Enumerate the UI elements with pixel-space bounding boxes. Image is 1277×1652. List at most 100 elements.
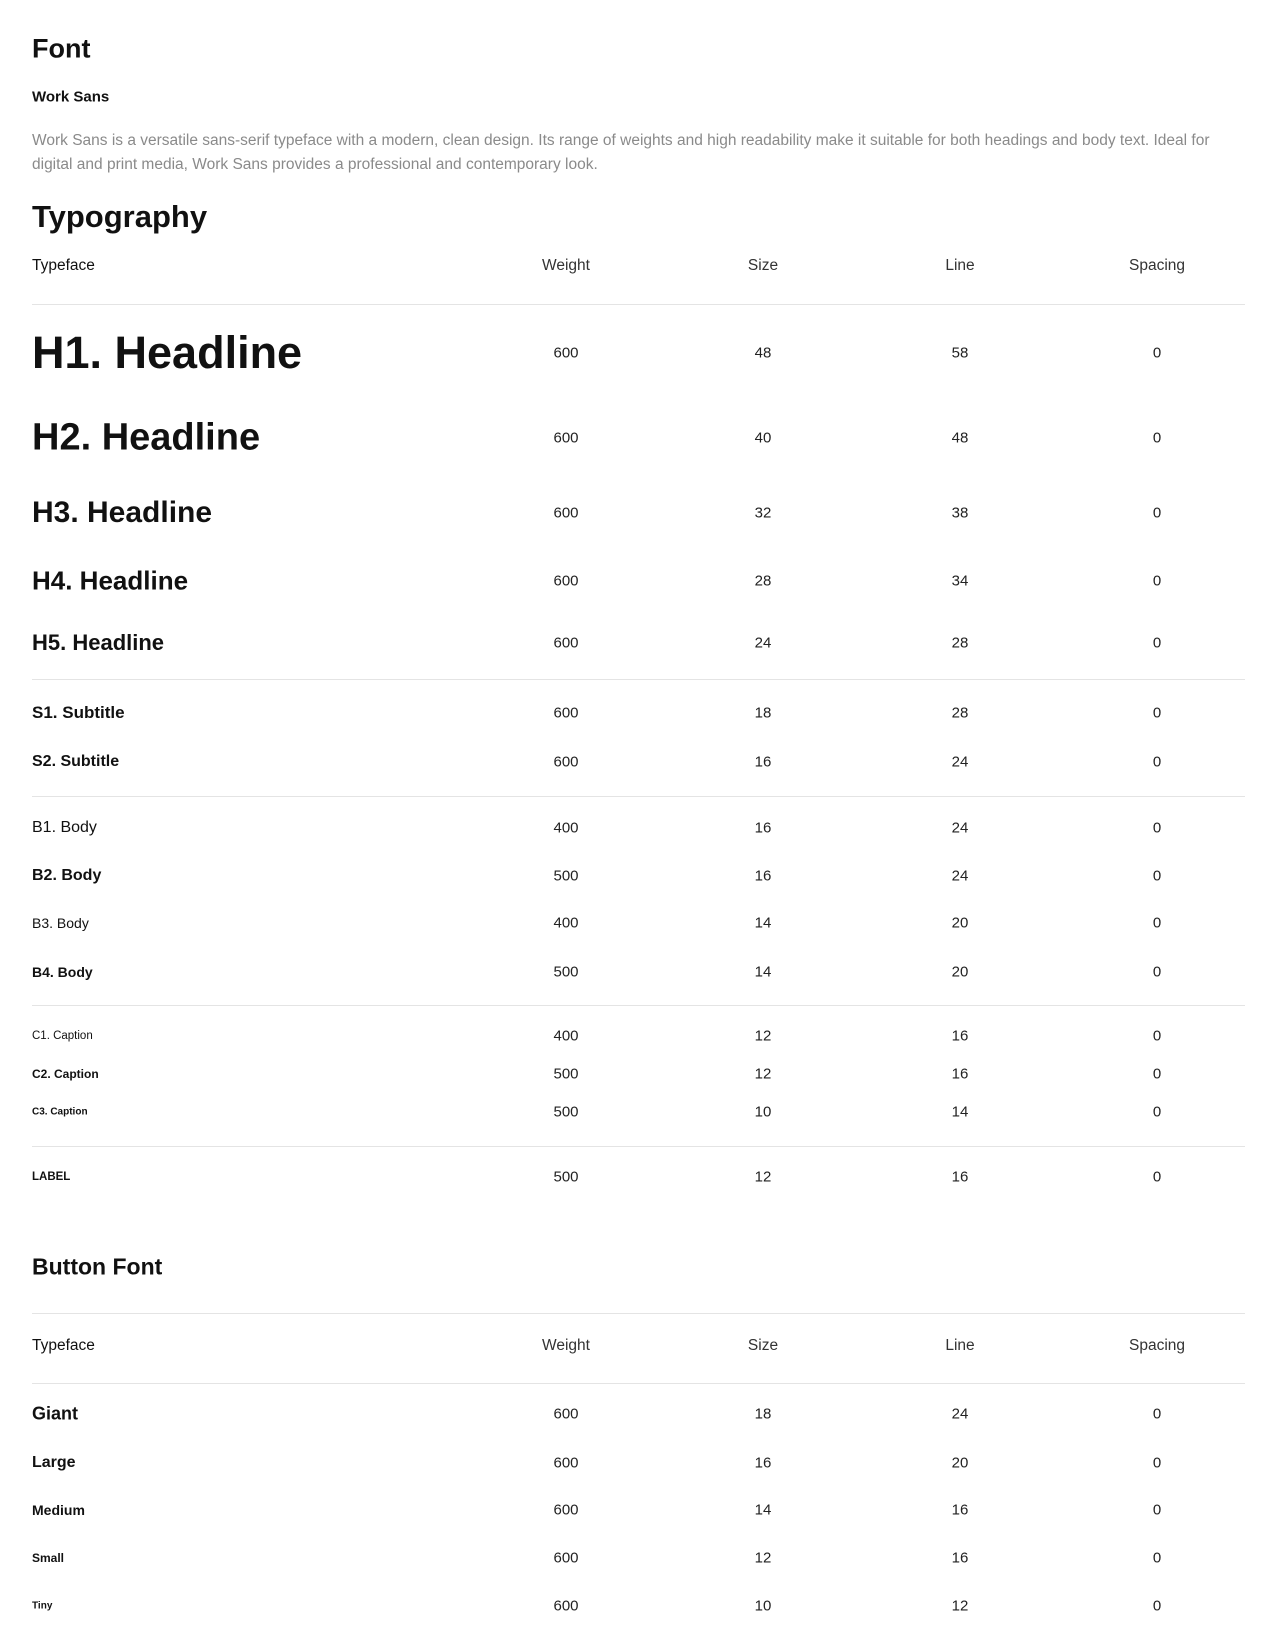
cell-spacing: 0 [1152,429,1162,447]
font-description: Work Sans is a versatile sans-serif type… [32,132,1210,173]
cell-size: 12 [754,1549,772,1567]
cell-size: 14 [754,1501,772,1519]
cell-weight: 500 [553,963,579,981]
cell-spacing: 0 [1152,704,1162,722]
typeface-sample: H1. Headline [32,327,303,378]
divider [32,796,1245,797]
font-name: Work Sans [32,88,110,106]
column-header-line: Line [945,257,975,274]
cell-weight: 600 [553,1597,579,1615]
cell-line: 28 [951,634,969,652]
cell-line: 28 [951,704,969,722]
typeface-sample: H5. Headline [32,630,165,655]
cell-weight: 600 [553,344,579,362]
cell-size: 12 [754,1027,772,1045]
cell-size: 16 [754,819,772,837]
cell-spacing: 0 [1152,1168,1162,1186]
cell-line: 20 [951,1454,969,1472]
cell-line: 20 [951,914,969,932]
divider [32,1146,1245,1147]
cell-weight: 400 [553,1027,579,1045]
column-header-spacing: Spacing [1128,1337,1186,1354]
typeface-sample: H4. Headline [32,565,189,596]
column-header-typeface: Typeface [32,257,95,274]
cell-spacing: 0 [1152,504,1162,522]
cell-spacing: 0 [1152,572,1162,590]
divider [32,1005,1245,1006]
column-header-size: Size [747,257,779,274]
typeface-sample: B2. Body [32,867,102,884]
typeface-sample: H3. Headline [32,496,213,529]
typeface-sample: H2. Headline [32,416,261,459]
cell-line: 38 [951,504,969,522]
cell-weight: 600 [553,572,579,590]
font-section-title: Font [32,33,91,64]
column-header-size: Size [747,1337,779,1354]
cell-size: 14 [754,963,772,981]
cell-line: 16 [951,1027,969,1045]
cell-spacing: 0 [1152,1405,1162,1423]
cell-weight: 500 [553,1168,579,1186]
cell-size: 10 [754,1597,772,1615]
cell-size: 14 [754,914,772,932]
cell-line: 20 [951,963,969,981]
typeface-sample: LABEL [32,1171,71,1183]
cell-weight: 600 [553,1454,579,1472]
typeface-sample: S1. Subtitle [32,703,125,722]
cell-spacing: 0 [1152,914,1162,932]
cell-weight: 600 [553,1549,579,1567]
divider [32,1383,1245,1384]
typography-title: Typography [32,199,208,234]
cell-line: 16 [951,1065,969,1083]
column-header-spacing: Spacing [1128,257,1186,274]
cell-size: 18 [754,704,772,722]
cell-size: 40 [754,429,772,447]
cell-line: 16 [951,1549,969,1567]
typeface-sample: S2. Subtitle [32,753,120,770]
cell-spacing: 0 [1152,344,1162,362]
typeface-sample: B4. Body [32,964,93,980]
cell-weight: 500 [553,1103,579,1121]
typeface-sample: B1. Body [32,819,97,836]
divider [32,304,1245,305]
cell-line: 24 [951,753,969,771]
cell-weight: 600 [553,753,579,771]
cell-size: 10 [754,1103,772,1121]
cell-weight: 600 [553,1501,579,1519]
cell-line: 12 [951,1597,969,1615]
button-font-title: Button Font [32,1253,163,1280]
cell-spacing: 0 [1152,1501,1162,1519]
divider [32,1313,1245,1314]
cell-spacing: 0 [1152,1454,1162,1472]
cell-spacing: 0 [1152,819,1162,837]
typeface-sample: Large [32,1454,76,1471]
cell-size: 12 [754,1065,772,1083]
cell-size: 16 [754,753,772,771]
cell-weight: 400 [553,819,579,837]
cell-spacing: 0 [1152,1597,1162,1615]
cell-size: 24 [754,634,772,652]
typeface-sample: Giant [32,1403,79,1424]
cell-line: 24 [951,1405,969,1423]
cell-size: 18 [754,1405,772,1423]
cell-size: 32 [754,504,772,522]
cell-line: 14 [951,1103,969,1121]
typeface-sample: C1. Caption [32,1030,93,1042]
cell-size: 48 [754,344,772,362]
cell-line: 48 [951,429,969,447]
typeface-sample: B3. Body [32,915,89,931]
column-header-weight: Weight [542,1337,590,1354]
cell-spacing: 0 [1152,963,1162,981]
typeface-sample: Medium [32,1502,85,1518]
cell-weight: 600 [553,429,579,447]
cell-spacing: 0 [1152,867,1162,885]
cell-spacing: 0 [1152,753,1162,771]
column-header-line: Line [945,1337,975,1354]
cell-weight: 600 [553,634,579,652]
cell-size: 28 [754,572,772,590]
cell-line: 24 [951,819,969,837]
cell-weight: 500 [553,1065,579,1083]
cell-spacing: 0 [1152,1027,1162,1045]
cell-spacing: 0 [1152,1103,1162,1121]
column-header-weight: Weight [542,257,590,274]
